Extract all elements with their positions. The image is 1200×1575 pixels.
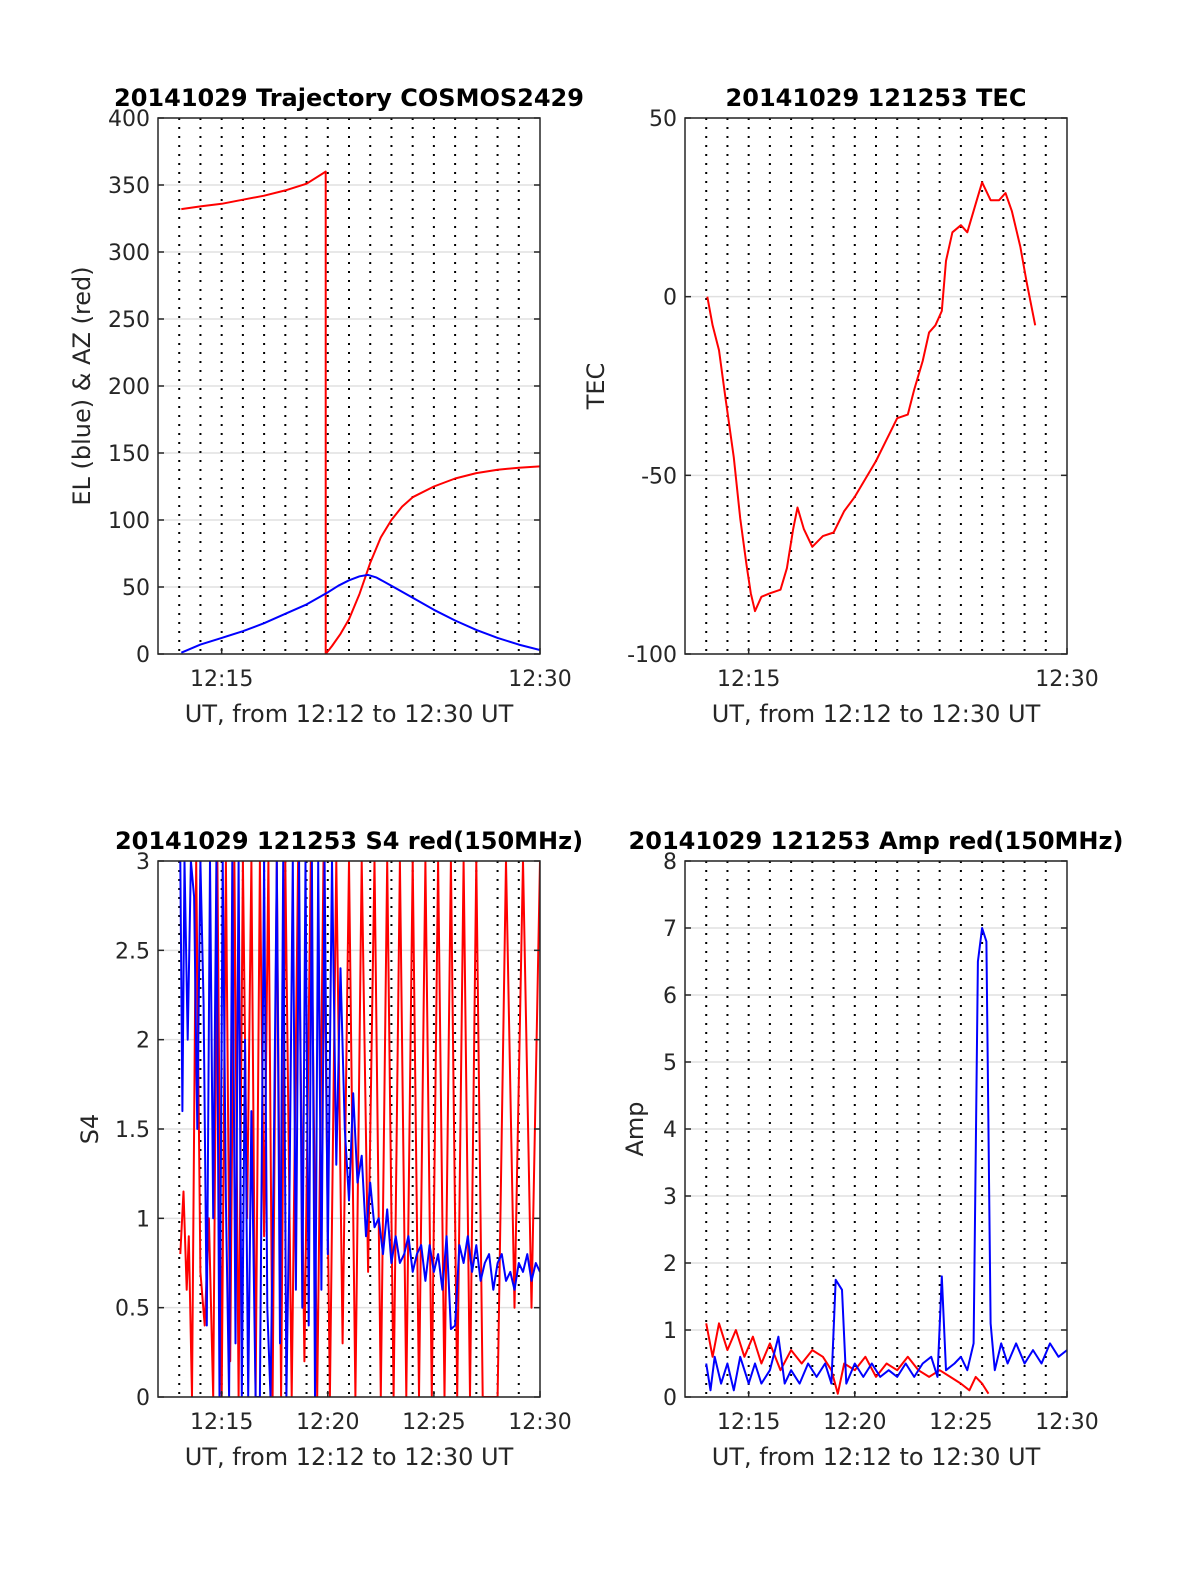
y-tick-label: 5	[663, 1051, 677, 1076]
y-tick-label: 400	[108, 107, 150, 132]
chart-title: 20141029 Trajectory COSMOS2429	[114, 84, 584, 112]
x-axis-label: UT, from 12:12 to 12:30 UT	[185, 700, 514, 728]
y-tick-label: 350	[108, 174, 150, 199]
y-tick-label: 1	[136, 1207, 150, 1232]
x-tick-label: 12:30	[508, 667, 571, 692]
y-axis-label: S4	[76, 1114, 104, 1145]
chart-amp: 0 1 2 3 4 5 6 7 8 12:15 12:20 12:25 12:30 20141029 12…	[621, 827, 1123, 1471]
y-tick-label: 1.5	[115, 1118, 150, 1143]
y-tick-label: 6	[663, 984, 677, 1009]
y-tick-label: 0	[136, 643, 150, 668]
series-blue-line	[180, 573, 540, 654]
y-tick-label: 0	[663, 286, 677, 311]
series-red-line	[181, 170, 540, 654]
series-red-line	[706, 181, 1037, 613]
x-tick-label: 12:25	[402, 1410, 465, 1435]
x-tick-label: 12:30	[1035, 1410, 1098, 1435]
y-tick-label: 50	[649, 107, 677, 132]
y-tick-label: 7	[663, 917, 677, 942]
y-tick-label: 300	[108, 241, 150, 266]
x-tick-label: 12:15	[717, 1410, 780, 1435]
x-tick-label: 12:15	[190, 667, 253, 692]
chart-s4: 0 0.5 1 1.5 2 2.5 3 12:15 12:20 12:25 12:30 2014102…	[76, 827, 583, 1471]
x-tick-label: 12:25	[929, 1410, 992, 1435]
y-tick-label: 2.5	[115, 939, 150, 964]
y-tick-label: 3	[136, 850, 150, 875]
chart-tec: -100 -50 0 50 12:15 12:30 20141029 121253 TEC U…	[582, 84, 1099, 728]
y-tick-label: 50	[122, 576, 150, 601]
y-tick-label: -100	[627, 643, 677, 668]
series-group	[179, 861, 540, 1397]
chart-trajectory: 0 50 100 150 200 250 300 350 400 12:15 12:30 201410…	[68, 84, 584, 728]
y-tick-label: 150	[108, 442, 150, 467]
y-tick-label: 0	[136, 1386, 150, 1411]
y-tick-label: 100	[108, 509, 150, 534]
y-tick-label: 2	[136, 1029, 150, 1054]
x-tick-label: 12:15	[717, 667, 780, 692]
x-tick-label: 12:30	[508, 1410, 571, 1435]
y-axis-label: EL (blue) & AZ (red)	[68, 266, 96, 505]
y-tick-label: 3	[663, 1185, 677, 1210]
series-blue-line	[705, 927, 1067, 1392]
x-axis-label: UT, from 12:12 to 12:30 UT	[712, 700, 1041, 728]
series-blue-line	[179, 861, 540, 1397]
y-tick-label: 2	[663, 1252, 677, 1277]
y-tick-label: 200	[108, 375, 150, 400]
y-tick-label: 8	[663, 850, 677, 875]
y-axis-label: TEC	[582, 363, 610, 411]
x-axis-label: UT, from 12:12 to 12:30 UT	[185, 1443, 514, 1471]
x-tick-label: 12:15	[190, 1410, 253, 1435]
y-axis-label: Amp	[621, 1101, 649, 1156]
y-tick-label: 4	[663, 1118, 677, 1143]
y-tick-label: 250	[108, 308, 150, 333]
y-tick-label: -50	[641, 464, 677, 489]
y-tick-label: 1	[663, 1319, 677, 1344]
axes-box	[684, 117, 1068, 655]
y-tick-label: 0.5	[115, 1297, 150, 1322]
x-tick-label: 12:30	[1035, 667, 1098, 692]
x-axis-label: UT, from 12:12 to 12:30 UT	[712, 1443, 1041, 1471]
series-group	[705, 927, 1067, 1395]
y-tick-label: 0	[663, 1386, 677, 1411]
series-red-line	[705, 1322, 990, 1395]
x-tick-label: 12:20	[296, 1410, 359, 1435]
series-group	[706, 181, 1037, 613]
x-tick-label: 12:20	[823, 1410, 886, 1435]
series-group	[180, 170, 540, 654]
chart-title: 20141029 121253 TEC	[726, 84, 1027, 112]
chart-title: 20141029 121253 Amp red(150MHz)	[629, 827, 1124, 855]
chart-title: 20141029 121253 S4 red(150MHz)	[115, 827, 583, 855]
